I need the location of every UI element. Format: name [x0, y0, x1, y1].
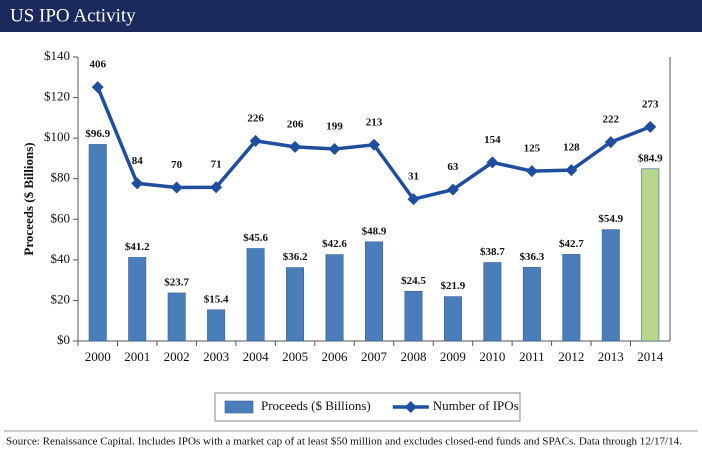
x-tick-label: 2014: [637, 349, 664, 364]
line-value-label: 31: [408, 171, 419, 183]
x-tick-label: 2005: [282, 349, 308, 364]
bar-value-label: $36.3: [519, 251, 544, 263]
y-tick-label: $0: [57, 332, 70, 347]
bar-value-label: $38.7: [480, 246, 505, 258]
line-value-label: 273: [642, 98, 659, 110]
bar: [207, 309, 226, 342]
ipo-marker: [486, 156, 499, 169]
bar: [286, 267, 305, 342]
bar-value-label: $41.2: [125, 241, 150, 253]
title-bar: [0, 0, 702, 32]
x-tick-label: 2011: [519, 349, 545, 364]
bar-value-label: $45.6: [243, 232, 268, 244]
ipo-marker: [131, 177, 144, 190]
x-tick-label: 2007: [361, 349, 388, 364]
bar: [128, 257, 147, 342]
bar: [365, 241, 383, 342]
bar: [483, 262, 502, 342]
line-value-label: 213: [366, 116, 383, 128]
y-axis-label: Proceeds ($ Billions): [21, 142, 36, 255]
ipo-marker: [604, 136, 617, 149]
y-tick-label: $140: [44, 48, 70, 63]
ipo-marker: [210, 181, 223, 194]
chart-title: US IPO Activity: [10, 5, 136, 26]
ipo-marker: [644, 120, 657, 133]
x-tick-label: 2008: [400, 349, 426, 364]
line-value-label: 222: [603, 114, 620, 126]
x-tick-label: 2012: [558, 349, 584, 364]
bar-value-label: $21.9: [441, 280, 466, 292]
line-value-label: 70: [171, 159, 183, 171]
line-value-label: 63: [447, 161, 459, 173]
ipo-marker: [407, 193, 420, 206]
x-tick-label: 2000: [85, 349, 111, 364]
bar: [167, 292, 186, 342]
y-tick-label: $20: [51, 291, 71, 306]
bar-value-label: $42.6: [322, 238, 347, 250]
bar-value-label: $24.5: [401, 275, 426, 287]
x-tick-label: 2001: [124, 349, 150, 364]
bar-value-label: $54.9: [598, 213, 623, 225]
line-value-label: 154: [484, 134, 501, 146]
x-tick-label: 2003: [203, 349, 229, 364]
bar-value-label: $96.9: [85, 128, 110, 140]
line-value-label: 206: [287, 118, 304, 130]
bar: [88, 144, 107, 342]
bar: [443, 296, 462, 342]
y-tick-label: $120: [44, 89, 70, 104]
line-value-label: 71: [211, 159, 222, 171]
bar: [601, 229, 620, 342]
line-value-label: 406: [89, 59, 106, 71]
bar: [404, 290, 423, 342]
legend-label: Proceeds ($ Billions): [261, 398, 371, 413]
legend-label: Number of IPOs: [433, 398, 519, 413]
x-tick-label: 2004: [243, 349, 270, 364]
line-value-label: 125: [524, 143, 541, 155]
x-tick-label: 2006: [322, 349, 349, 364]
legend-box: [214, 392, 521, 422]
source-note: Source: Renaissance Capital. Includes IP…: [6, 436, 682, 447]
legend-swatch: [224, 400, 254, 414]
bar-value-label: $23.7: [164, 276, 189, 288]
x-tick-label: 2009: [440, 349, 466, 364]
ipo-marker: [565, 164, 578, 177]
bar: [325, 254, 344, 342]
y-tick-label: $40: [51, 251, 71, 266]
ipo-marker: [446, 183, 459, 196]
bar-value-label: $36.2: [283, 251, 308, 263]
bar: [562, 254, 581, 342]
ipo-marker: [170, 181, 183, 194]
ipo-marker: [91, 81, 104, 94]
bar-value-label: $48.9: [362, 225, 387, 237]
bar-value-label: $15.4: [204, 293, 229, 305]
bar: [246, 248, 265, 342]
x-tick-label: 2013: [598, 349, 624, 364]
y-tick-label: $100: [44, 129, 70, 144]
bar: [522, 267, 541, 342]
y-tick-label: $60: [51, 210, 71, 225]
ipo-marker: [289, 140, 302, 153]
ipo-marker: [368, 138, 380, 151]
bar-value-label: $42.7: [559, 238, 584, 250]
x-tick-label: 2010: [479, 349, 505, 364]
bar: [641, 168, 660, 342]
ipo-marker: [328, 142, 341, 155]
line-value-label: 128: [563, 142, 580, 154]
y-tick-label: $80: [51, 170, 71, 185]
legend-marker: [404, 401, 417, 413]
line-value-label: 199: [326, 121, 343, 133]
ipo-marker: [525, 165, 538, 178]
x-tick-label: 2002: [164, 349, 190, 364]
bar-value-label: $84.9: [638, 152, 663, 164]
ipo-marker: [249, 134, 262, 147]
line-value-label: 84: [132, 155, 144, 167]
line-value-label: 226: [247, 112, 264, 124]
